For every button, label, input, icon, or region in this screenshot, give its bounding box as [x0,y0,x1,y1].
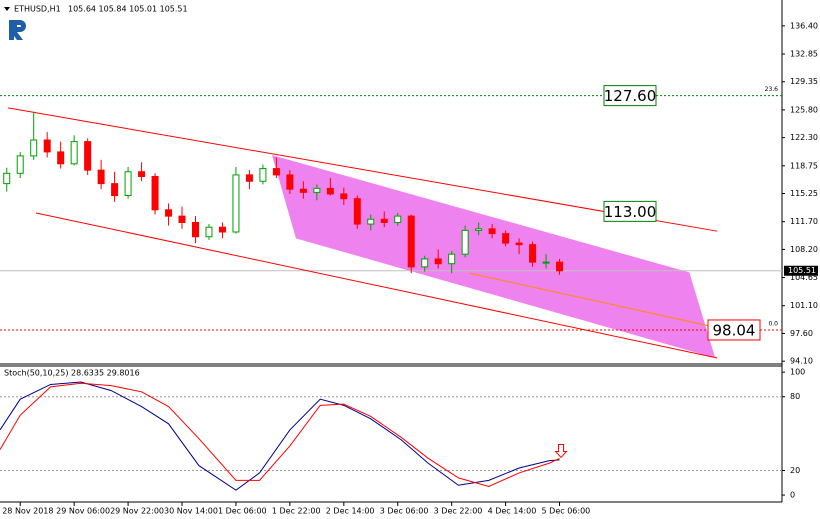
candle-body [461,229,469,255]
stoch-line [0,381,560,491]
fib-ratio-label: 0.0 [768,320,778,327]
candle-body [542,261,550,264]
candle-body [272,168,280,176]
candle-body [434,258,442,265]
y-tick-label: 101.10 [790,301,818,310]
y-tick-label: 94.10 [790,357,813,366]
candle-body [286,174,294,190]
channel-label: 113.00 [604,203,657,221]
ohlc-header: 105.64 105.84 105.01 105.51 [68,5,188,14]
trend-line [8,107,718,232]
y-tick-label: 0 [790,491,795,500]
y-tick-label: 122.30 [790,133,818,142]
candle-body [178,215,186,223]
candle-body [57,151,65,165]
y-tick-label: 104.65 [790,273,818,282]
menu-arrow[interactable] [4,7,10,11]
x-tick-label: 29 Nov 22:00 [110,507,164,516]
candle-body [353,198,361,225]
x-tick-label: 28 Nov 2018 [2,507,53,516]
y-tick-label: 118.75 [790,161,818,170]
trend-line [35,212,718,359]
x-tick-label: 1 Dec 06:00 [218,507,267,516]
candle-body [138,171,146,177]
y-tick-label: 97.60 [790,329,813,338]
candle-body [515,242,523,246]
candle-body [259,168,267,182]
candle-body [488,228,496,235]
trend-line [469,272,712,327]
candle-body [218,226,226,233]
candle-body [394,215,402,223]
x-tick-label: 4 Dec 14:00 [488,507,537,516]
candle-body [380,218,388,223]
candle-body [407,215,415,268]
candle-body [30,139,38,157]
candle-body [43,139,51,153]
candle-body [97,169,105,185]
y-tick-label: 80 [790,392,800,401]
candle-body [448,253,456,265]
x-tick-label: 1 Dec 22:00 [272,507,321,516]
candle-body [529,244,537,263]
candle-body [16,155,24,174]
channel-box [603,200,657,222]
x-tick-label: 30 Nov 14:00 [164,507,218,516]
candle-body [165,209,173,217]
y-tick-label: 20 [790,466,800,475]
candle-body [111,183,119,197]
stoch-line [0,382,560,488]
y-tick-label: 111.70 [790,217,818,226]
x-tick-label: 3 Dec 22:00 [434,507,483,516]
fib-level-label: 98.04 [713,321,756,339]
fib-level-box [603,85,657,107]
candle-body [421,258,429,268]
x-tick-label: 29 Nov 06:00 [56,507,110,516]
candle-body [556,261,564,272]
last-price-box [784,265,818,276]
logo [9,20,26,40]
candle-body [245,174,253,182]
signal-arrow [554,443,568,459]
candle-body [502,233,510,244]
y-tick-label: 125.80 [790,105,818,114]
y-tick-label: 100 [790,368,805,377]
y-tick-label: 115.25 [790,189,818,198]
last-price-label: 105.51 [788,266,816,275]
candle-body [326,187,334,195]
candle-body [3,172,11,185]
candle-body [340,193,348,200]
candle-body [205,226,213,238]
candle-body [84,141,92,171]
candle-body [232,174,240,233]
x-tick-label: 3 Dec 06:00 [380,507,429,516]
candle-body [299,188,307,193]
channel-area [272,155,716,359]
candle-body [192,221,199,238]
candle-body [124,171,132,197]
candle-body [367,218,375,225]
fib-ratio-label: 23.6 [765,86,779,93]
candle-body [475,228,483,231]
candle-body [313,187,321,193]
symbol-title: ETHUSD,H1 [14,5,61,14]
y-tick-label: 132.85 [790,50,818,59]
x-tick-label: 2 Dec 14:00 [326,507,375,516]
candle-body [70,141,78,165]
stoch-title: Stoch(50,10,25) 28.6335 29.8016 [4,369,140,378]
y-tick-label: 108.20 [790,245,818,254]
fib-level-box [707,319,761,341]
fib-level-label: 127.60 [604,87,657,105]
y-tick-label: 129.35 [790,77,818,86]
x-tick-label: 5 Dec 06:00 [542,507,591,516]
candle-body [151,175,159,211]
y-tick-label: 136.40 [790,21,818,30]
